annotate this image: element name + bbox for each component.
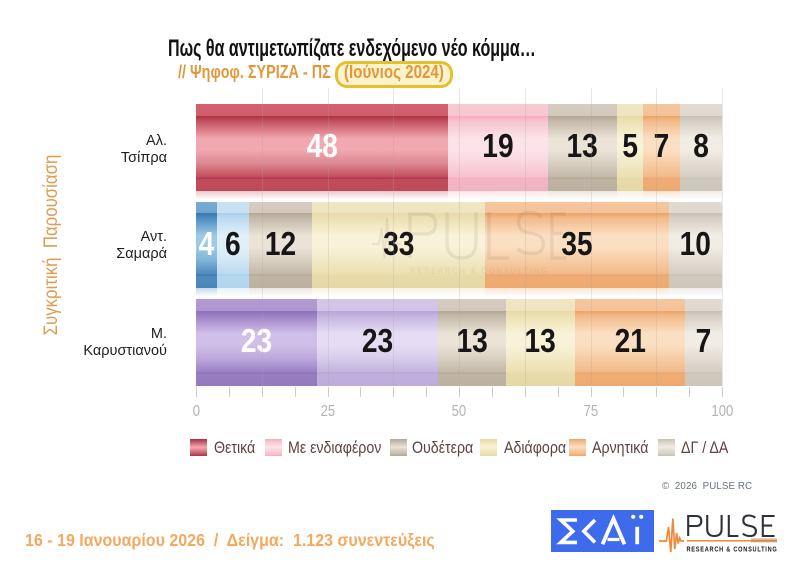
svg-text:RESEARCH & CONSULTING: RESEARCH & CONSULTING [410,266,549,276]
svg-text:RESEARCH & CONSULTING: RESEARCH & CONSULTING [687,545,778,554]
